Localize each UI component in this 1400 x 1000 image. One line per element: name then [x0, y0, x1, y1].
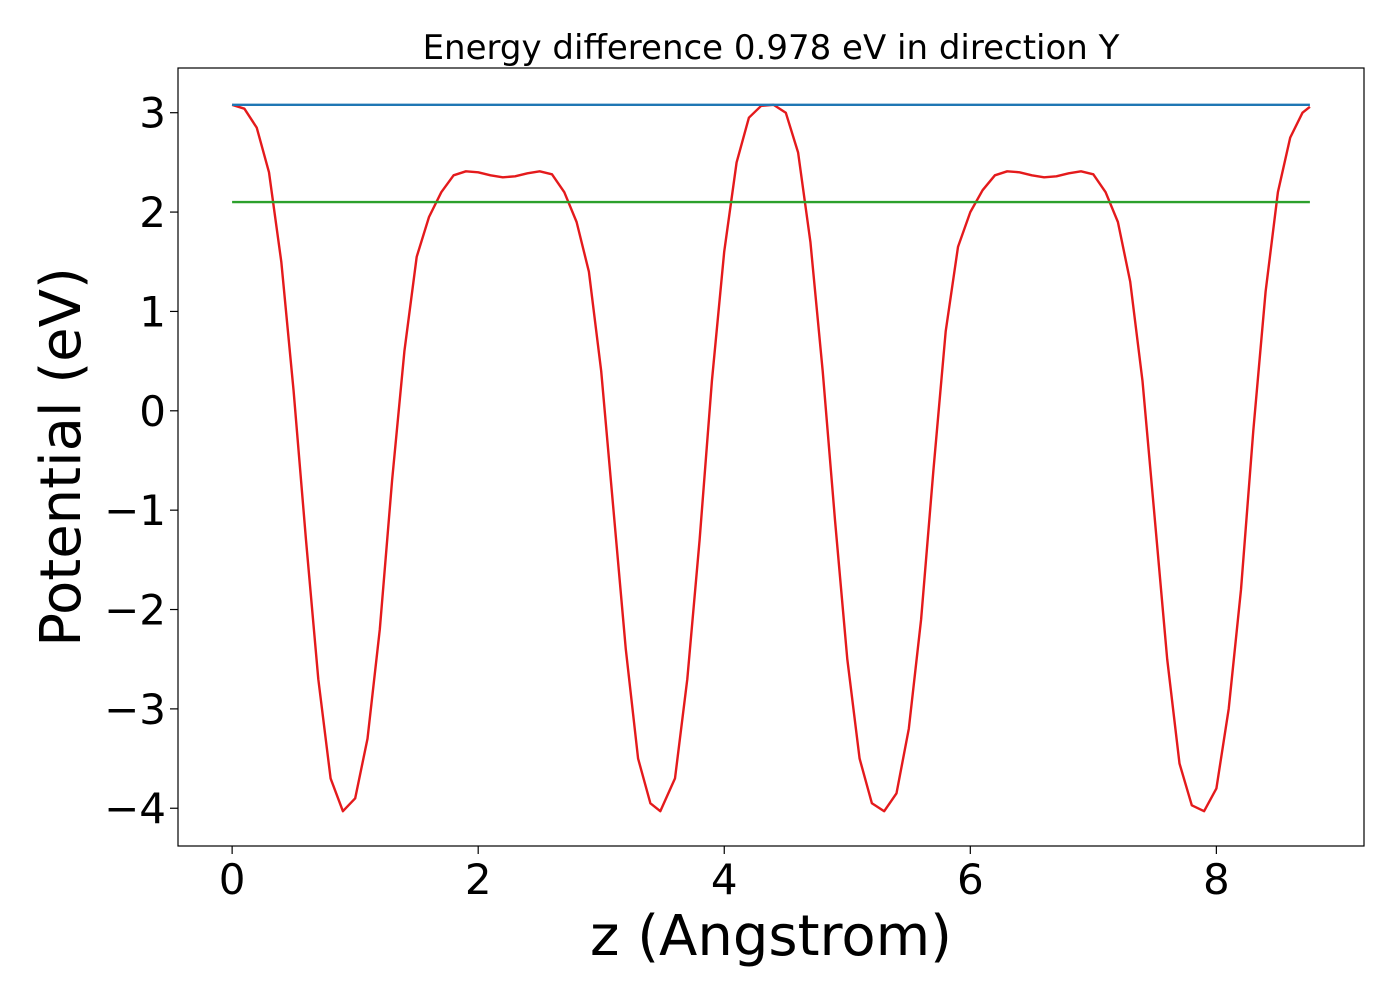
y-tick-label: 0: [139, 387, 166, 436]
potential-curve: [231, 103, 1311, 813]
y-tick-label: 3: [139, 89, 166, 138]
y-axis: 3 2 1 0 −1 −2 −3 −4: [104, 89, 178, 833]
plot-frame: [177, 67, 1365, 847]
series-layer: [231, 103, 1311, 813]
y-tick-label: −3: [104, 685, 166, 734]
y-tick-label: −1: [104, 486, 166, 535]
y-tick-label: 1: [139, 287, 166, 336]
y-tick-label: 2: [139, 188, 166, 237]
x-tick-label: 8: [1203, 855, 1230, 904]
x-axis: 0 2 4 6 8: [219, 846, 1230, 904]
x-tick-label: 2: [465, 855, 492, 904]
x-tick-label: 0: [219, 855, 246, 904]
y-axis-label: Potential (eV): [29, 267, 94, 647]
y-tick-label: −4: [104, 784, 166, 833]
chart-title: Energy difference 0.978 eV in direction …: [423, 28, 1120, 68]
x-tick-label: 6: [957, 855, 984, 904]
x-tick-label: 4: [711, 855, 738, 904]
x-axis-label: z (Angstrom): [590, 904, 952, 969]
y-tick-label: −2: [104, 586, 166, 635]
